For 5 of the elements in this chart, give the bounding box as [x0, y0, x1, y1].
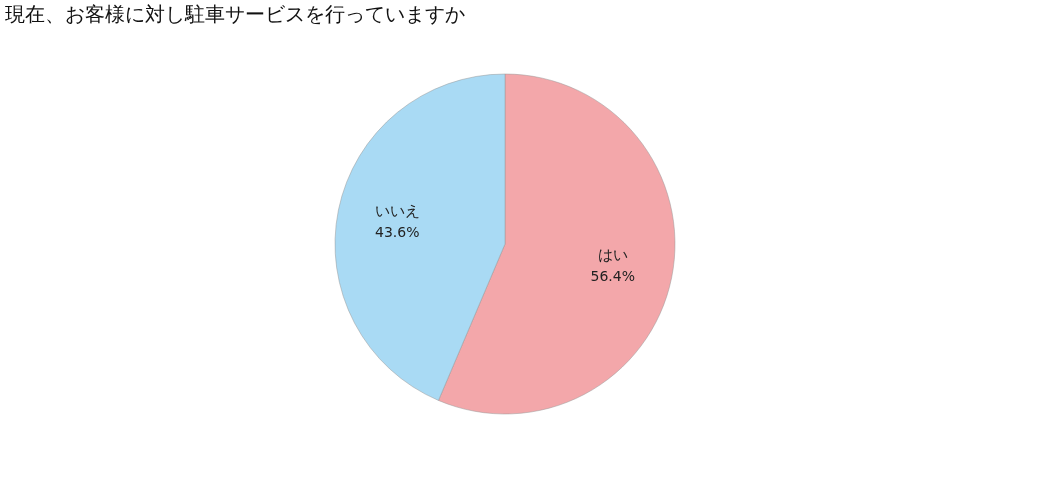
slice-label: いいえ — [374, 202, 420, 221]
data-label: 56.4% — [590, 267, 636, 284]
chart-title: 現在、お客様に対し駐車サービスを行っていますか — [5, 2, 465, 26]
slice-label: はい — [597, 245, 628, 264]
data-label: 43.6% — [374, 224, 420, 241]
